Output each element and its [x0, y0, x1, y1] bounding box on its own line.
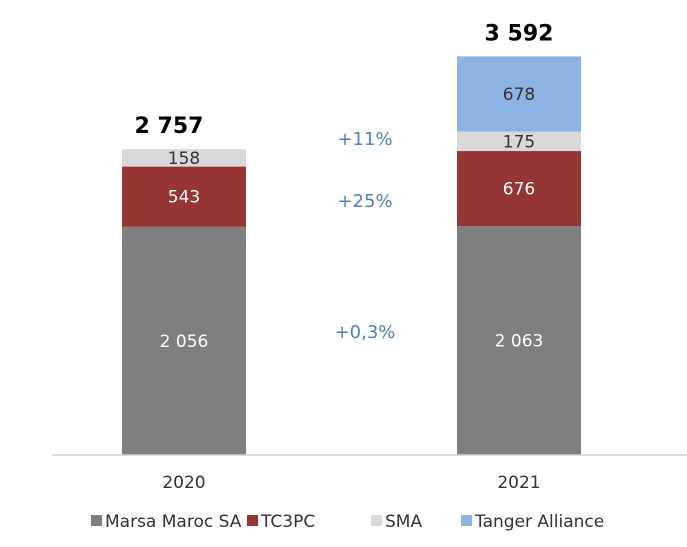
- bar-segment: [457, 56, 581, 132]
- annotation: +25%: [337, 191, 392, 212]
- bar-segment: [457, 131, 581, 152]
- legend-swatch: [91, 515, 102, 526]
- data-label: 158: [168, 149, 200, 169]
- data-label: 543: [168, 188, 200, 208]
- total-label: 3 592: [485, 21, 554, 46]
- bar-segment: [457, 151, 581, 227]
- legend-swatch: [461, 515, 472, 526]
- x-tick-label: 2020: [162, 473, 205, 493]
- x-tick-label: 2021: [497, 473, 540, 493]
- annotation: +0,3%: [335, 322, 396, 343]
- bar-segment: [122, 149, 246, 167]
- bar-segment: [122, 166, 246, 227]
- legend-label: Tanger Alliance: [474, 512, 604, 532]
- bar-segment: [457, 226, 581, 455]
- annotation: +11%: [337, 129, 392, 150]
- data-label: 678: [503, 85, 535, 105]
- legend-swatch: [247, 515, 258, 526]
- data-label: 2 063: [495, 332, 544, 352]
- total-label: 2 757: [135, 114, 204, 139]
- bar-segment: [122, 226, 246, 455]
- legend-label: SMA: [385, 512, 422, 532]
- legend-label: Marsa Maroc SA: [105, 512, 242, 532]
- data-label: 2 056: [160, 332, 209, 352]
- legend-swatch: [371, 515, 382, 526]
- legend-label: TC3PC: [260, 512, 315, 532]
- data-label: 175: [503, 132, 535, 152]
- data-label: 676: [503, 180, 535, 200]
